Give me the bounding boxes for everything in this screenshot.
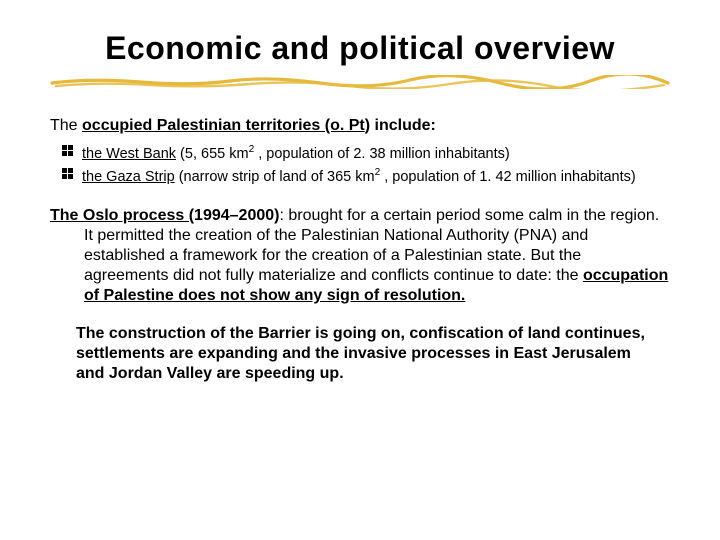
barrier-paragraph: The construction of the Barrier is going…: [50, 324, 670, 384]
bullet-text: , population of 1. 42 million inhabitant…: [380, 169, 636, 185]
list-item: the Gaza Strip (narrow strip of land of …: [62, 166, 670, 187]
title-underline: [50, 75, 670, 89]
oslo-paragraph: The Oslo process (1994–2000): brought fo…: [50, 206, 670, 306]
heading-underlined: occupied Palestinian territories (o. Pt: [82, 117, 365, 134]
section-heading-territories: The occupied Palestinian territories (o.…: [50, 117, 670, 135]
heading-text: The: [50, 117, 82, 134]
bullet-underlined: the Gaza Strip: [82, 169, 175, 185]
territory-list: the West Bank (5, 655 km2 , population o…: [62, 143, 670, 188]
heading-suffix: ) include:: [365, 117, 436, 134]
page-title: Economic and political overview: [50, 30, 670, 67]
oslo-years: 1994–2000): [194, 207, 279, 224]
bullet-underlined: the West Bank: [82, 146, 176, 162]
bullet-text: (5, 655 km: [176, 146, 249, 162]
window-bullet-icon: [62, 145, 74, 157]
window-bullet-icon: [62, 168, 74, 180]
bullet-text: (narrow strip of land of 365 km: [175, 169, 375, 185]
bullet-text: , population of 2. 38 million inhabitant…: [254, 146, 510, 162]
oslo-lead: The Oslo process (: [50, 207, 194, 224]
list-item: the West Bank (5, 655 km2 , population o…: [62, 143, 670, 164]
